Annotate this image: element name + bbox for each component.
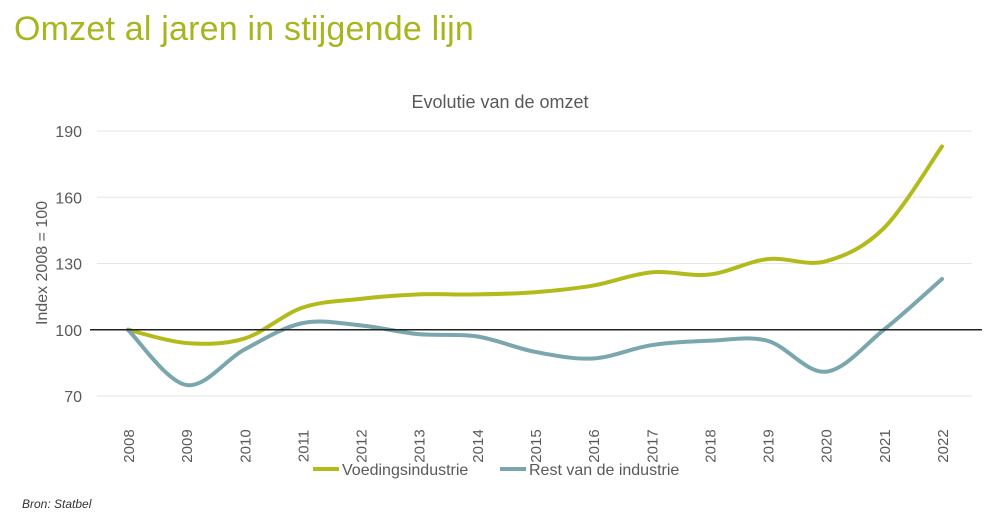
- legend-label: Voedingsindustrie: [342, 462, 468, 479]
- y-tick-label: 130: [55, 257, 82, 274]
- y-axis-label: Index 2008 = 100: [34, 201, 51, 325]
- x-tick-label: 2020: [819, 429, 836, 462]
- y-tick-label: 100: [55, 323, 82, 340]
- x-tick-label: 2008: [121, 429, 138, 462]
- x-tick-label: 2012: [354, 429, 371, 462]
- x-tick-label: 2016: [586, 429, 603, 462]
- source-note: Bron: Statbel: [22, 497, 92, 511]
- x-tick-label: 2015: [528, 429, 545, 462]
- x-tick-label: 2014: [470, 429, 487, 462]
- x-tick-label: 2021: [877, 429, 894, 462]
- x-tick-label: 2013: [412, 429, 429, 462]
- series-line-voedingsindustrie: [126, 144, 944, 346]
- x-tick-label: 2022: [935, 429, 952, 462]
- series-line-rest: [126, 276, 944, 387]
- x-tick-label: 2010: [237, 429, 254, 462]
- legend-label: Rest van de industrie: [529, 462, 679, 479]
- x-tick-label: 2011: [295, 430, 312, 462]
- x-tick-label: 2017: [644, 429, 661, 462]
- y-tick-label: 160: [55, 190, 82, 207]
- y-tick-label: 70: [64, 389, 82, 406]
- chart-title: Evolutie van de omzet: [411, 92, 588, 112]
- y-tick-label: 190: [55, 124, 82, 141]
- x-tick-label: 2009: [179, 429, 196, 462]
- x-tick-label: 2018: [702, 429, 719, 462]
- page-title: Omzet al jaren in stijgende lijn: [14, 10, 474, 48]
- x-tick-label: 2019: [761, 429, 778, 462]
